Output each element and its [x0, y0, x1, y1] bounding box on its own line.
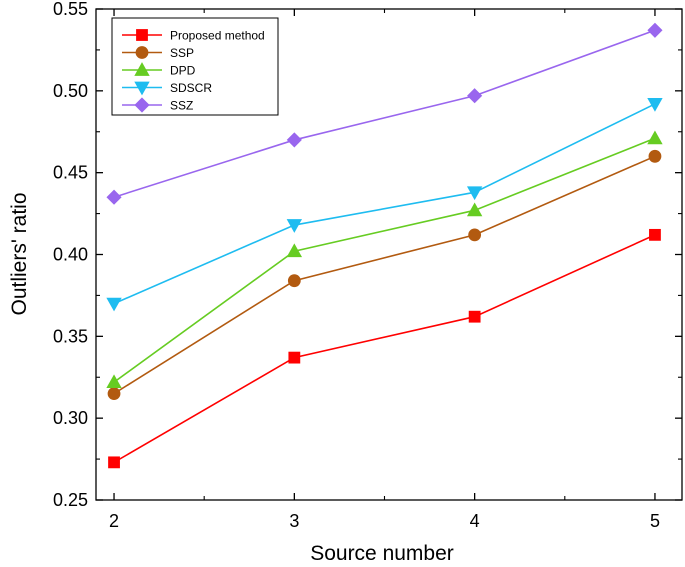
legend-entry: DPD — [122, 62, 196, 78]
legend-entry: Proposed method — [122, 29, 265, 43]
data-point — [466, 202, 483, 217]
series-ssz — [106, 22, 663, 205]
series-dpd — [106, 130, 663, 389]
y-tick-label: 0.40 — [53, 245, 88, 265]
series-line — [113, 155, 656, 395]
legend-marker — [136, 29, 148, 41]
y-axis: 0.25 0.30 0.35 0.40 0.45 0.50 0.55 — [53, 0, 682, 510]
y-tick-label: 0.55 — [53, 0, 88, 19]
y-tick-label: 0.25 — [53, 490, 88, 510]
data-point — [286, 132, 302, 148]
data-point — [106, 297, 122, 312]
data-point — [106, 189, 122, 205]
y-tick-label: 0.35 — [53, 326, 88, 346]
data-point — [288, 351, 301, 364]
series-line — [113, 29, 656, 198]
x-axis-title: Source number — [310, 542, 454, 565]
legend-entry: SSZ — [122, 97, 193, 113]
x-tick-label: 4 — [470, 511, 480, 531]
legend-marker — [134, 97, 150, 113]
legend-marker — [135, 46, 149, 59]
x-tick-label: 2 — [109, 511, 119, 531]
series-layer — [106, 22, 663, 469]
x-axis: 2 3 4 5 — [109, 9, 660, 531]
data-point — [647, 22, 663, 38]
series-proposed-method — [108, 228, 661, 469]
series-ssp — [107, 149, 662, 401]
series-line — [113, 103, 656, 305]
y-tick-label: 0.45 — [53, 163, 88, 183]
legend-label: Proposed method — [170, 29, 265, 43]
data-point — [286, 243, 303, 258]
data-point — [466, 186, 483, 201]
data-point — [468, 228, 482, 242]
data-point — [649, 228, 661, 241]
data-point — [286, 219, 303, 233]
y-axis-title: Outliers' ratio — [8, 192, 31, 315]
data-point — [647, 130, 663, 145]
legend-marker — [134, 81, 150, 96]
data-point — [647, 98, 663, 112]
legend-entry: SDSCR — [122, 81, 212, 96]
y-tick-label: 0.50 — [53, 81, 88, 101]
x-tick-label: 3 — [289, 511, 299, 531]
legend: Proposed method SSP DPD SDSCR SSZ — [111, 17, 279, 116]
data-point — [287, 274, 301, 288]
data-point — [648, 149, 662, 163]
legend-label: SDSCR — [170, 81, 212, 95]
legend-entry: SSP — [122, 46, 194, 60]
legend-marker — [134, 62, 150, 76]
series-line — [113, 137, 656, 383]
y-tick-label: 0.30 — [53, 408, 88, 428]
data-point — [106, 374, 122, 389]
legend-label: SSZ — [170, 99, 193, 113]
legend-label: SSP — [170, 46, 194, 60]
data-point — [468, 310, 481, 323]
series-line — [113, 234, 656, 464]
data-point — [108, 456, 120, 469]
legend-label: DPD — [170, 64, 196, 78]
data-point — [467, 88, 483, 104]
data-point — [107, 387, 121, 401]
series-sdscr — [106, 98, 663, 312]
x-tick-label: 5 — [650, 511, 660, 531]
